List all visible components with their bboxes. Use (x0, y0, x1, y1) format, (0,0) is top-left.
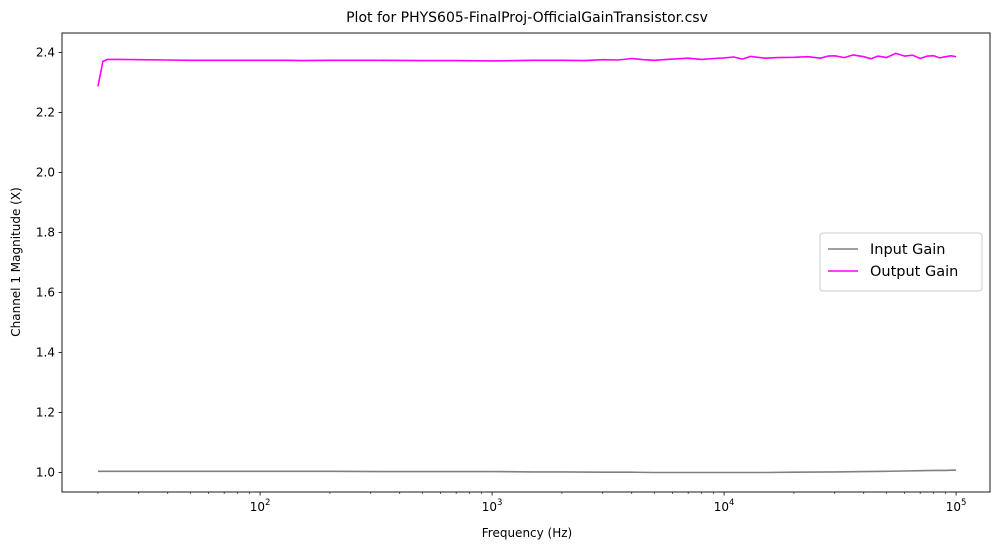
series-line-2 (97, 52, 957, 87)
y-tick-label: 1.2 (36, 406, 55, 420)
plot-lines (97, 52, 957, 474)
x-tick-label: 105 (946, 498, 967, 514)
x-tick-label: 103 (482, 498, 503, 514)
y-tick-label: 1.0 (36, 466, 55, 480)
y-tick-label: 2.4 (36, 46, 55, 60)
legend-box (819, 232, 983, 292)
series-line-1 (97, 469, 957, 474)
y-tick-label: 1.6 (36, 286, 55, 300)
y-axis-label: Channel 1 Magnitude (X) (9, 187, 23, 337)
legend-label-2: Output Gain (870, 264, 958, 280)
x-axis-label: Frequency (Hz) (482, 526, 573, 540)
y-tick-label: 1.8 (36, 226, 55, 240)
y-tick-label: 2.2 (36, 106, 55, 120)
y-axis: 1.0 1.2 1.4 1.6 1.8 2.0 2.2 2.4 (36, 46, 62, 480)
x-tick-label: 104 (714, 498, 735, 514)
plot-area (61, 32, 991, 493)
y-tick-label: 1.4 (36, 346, 55, 360)
legend: Input Gain Output Gain (819, 232, 983, 292)
legend-label-1: Input Gain (870, 242, 946, 258)
x-tick-label: 102 (250, 498, 271, 514)
x-axis: 102 103 104 105 (97, 492, 967, 514)
chart-title: Plot for PHYS605-FinalProj-OfficialGainT… (346, 10, 708, 26)
y-tick-label: 2.0 (36, 166, 55, 180)
